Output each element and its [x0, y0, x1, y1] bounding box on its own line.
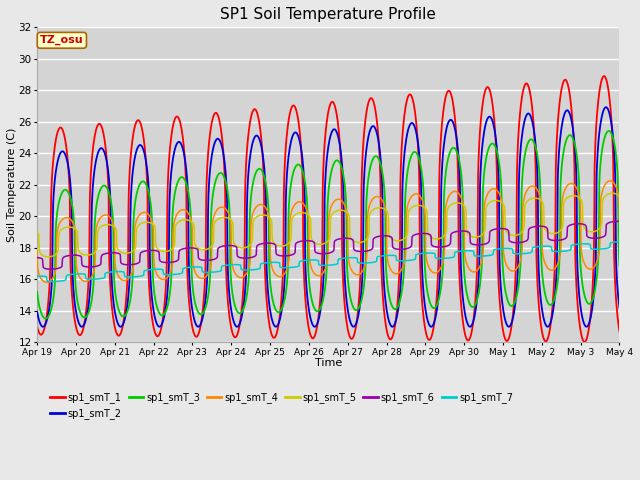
Line: sp1_smT_2: sp1_smT_2 — [37, 107, 620, 327]
Line: sp1_smT_5: sp1_smT_5 — [37, 193, 620, 257]
sp1_smT_3 — [102, 184, 110, 190]
sp1_smT_1 — [580, 339, 588, 345]
sp1_smT_5 — [33, 229, 41, 235]
sp1_smT_6 — [293, 240, 301, 246]
sp1_smT_6 — [616, 218, 623, 224]
sp1_smT_7 — [102, 270, 110, 276]
sp1_smT_2 — [602, 104, 610, 110]
sp1_smT_3 — [42, 316, 49, 322]
sp1_smT_3 — [33, 289, 41, 295]
sp1_smT_6 — [281, 253, 289, 259]
Line: sp1_smT_6: sp1_smT_6 — [37, 221, 620, 269]
sp1_smT_4 — [102, 212, 110, 218]
Line: sp1_smT_7: sp1_smT_7 — [37, 241, 620, 282]
sp1_smT_2 — [39, 324, 47, 330]
Line: sp1_smT_3: sp1_smT_3 — [37, 131, 620, 319]
sp1_smT_3 — [605, 128, 612, 134]
sp1_smT_4 — [33, 248, 41, 254]
sp1_smT_3 — [616, 263, 623, 269]
sp1_smT_4 — [365, 204, 372, 210]
Y-axis label: Soil Temperature (C): Soil Temperature (C) — [7, 128, 17, 242]
sp1_smT_1 — [292, 108, 300, 113]
sp1_smT_6 — [303, 238, 311, 243]
sp1_smT_1 — [365, 99, 372, 105]
sp1_smT_6 — [614, 218, 621, 224]
sp1_smT_7 — [281, 265, 289, 271]
sp1_smT_7 — [293, 264, 301, 270]
sp1_smT_4 — [281, 271, 289, 276]
sp1_smT_1 — [78, 329, 86, 335]
sp1_smT_7 — [79, 271, 86, 277]
sp1_smT_1 — [33, 324, 41, 329]
sp1_smT_3 — [365, 171, 372, 177]
sp1_smT_6 — [102, 251, 110, 256]
sp1_smT_1 — [616, 329, 623, 335]
sp1_smT_6 — [79, 263, 86, 268]
Line: sp1_smT_1: sp1_smT_1 — [37, 76, 620, 342]
Legend: sp1_smT_1, sp1_smT_2, sp1_smT_3, sp1_smT_4, sp1_smT_5, sp1_smT_6, sp1_smT_7: sp1_smT_1, sp1_smT_2, sp1_smT_3, sp1_smT… — [47, 388, 517, 423]
sp1_smT_2 — [102, 156, 110, 162]
sp1_smT_7 — [365, 260, 372, 266]
sp1_smT_2 — [303, 292, 311, 298]
sp1_smT_1 — [600, 73, 608, 79]
sp1_smT_5 — [616, 194, 623, 200]
sp1_smT_1 — [102, 148, 109, 154]
sp1_smT_7 — [303, 257, 311, 263]
sp1_smT_3 — [79, 314, 86, 320]
sp1_smT_1 — [280, 175, 288, 181]
sp1_smT_4 — [606, 178, 614, 184]
sp1_smT_5 — [293, 211, 301, 216]
sp1_smT_2 — [33, 309, 41, 314]
sp1_smT_5 — [303, 211, 311, 217]
sp1_smT_5 — [79, 252, 86, 257]
sp1_smT_1 — [303, 311, 310, 317]
sp1_smT_4 — [43, 279, 51, 285]
sp1_smT_3 — [293, 162, 301, 168]
Text: TZ_osu: TZ_osu — [40, 35, 84, 46]
sp1_smT_3 — [281, 297, 289, 302]
sp1_smT_5 — [365, 230, 372, 236]
sp1_smT_2 — [365, 132, 372, 137]
sp1_smT_5 — [609, 191, 616, 196]
sp1_smT_5 — [102, 222, 110, 228]
sp1_smT_2 — [281, 277, 289, 283]
sp1_smT_4 — [293, 200, 301, 206]
sp1_smT_5 — [44, 254, 52, 260]
sp1_smT_2 — [79, 324, 86, 329]
sp1_smT_6 — [33, 255, 41, 261]
sp1_smT_7 — [33, 274, 41, 279]
X-axis label: Time: Time — [315, 359, 342, 369]
sp1_smT_4 — [303, 209, 311, 215]
sp1_smT_7 — [616, 239, 623, 244]
sp1_smT_7 — [49, 279, 56, 285]
sp1_smT_6 — [365, 248, 372, 253]
sp1_smT_4 — [79, 277, 86, 283]
Line: sp1_smT_4: sp1_smT_4 — [37, 181, 620, 282]
sp1_smT_4 — [616, 221, 623, 227]
Title: SP1 Soil Temperature Profile: SP1 Soil Temperature Profile — [220, 7, 436, 22]
sp1_smT_2 — [616, 305, 623, 311]
sp1_smT_3 — [303, 201, 311, 206]
sp1_smT_6 — [47, 266, 54, 272]
sp1_smT_5 — [281, 243, 289, 249]
sp1_smT_2 — [293, 130, 301, 136]
